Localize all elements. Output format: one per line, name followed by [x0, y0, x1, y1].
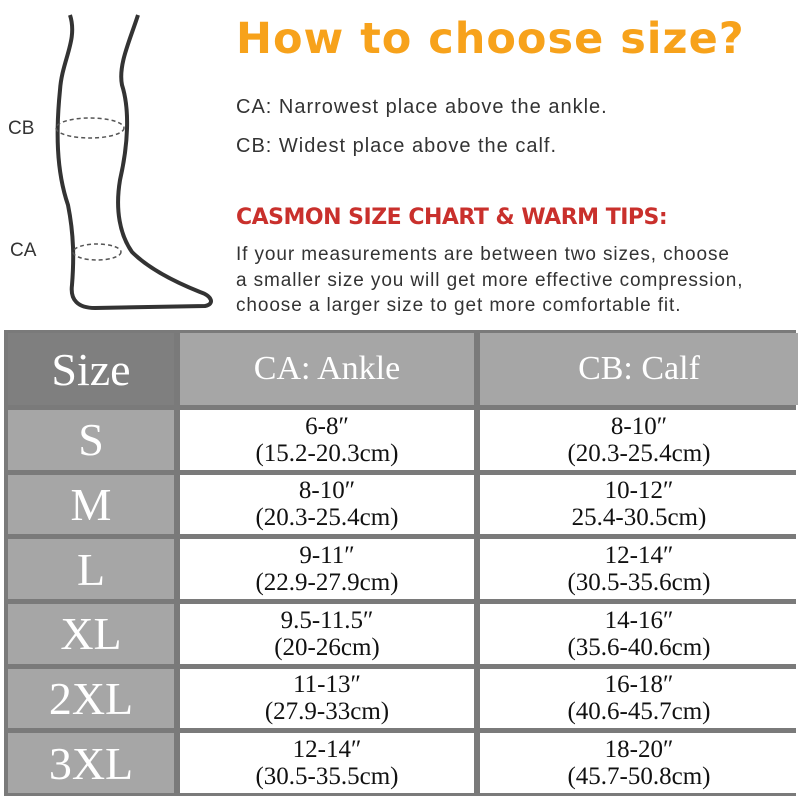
- ankle-cell: 8-10″ (20.3-25.4cm): [180, 474, 474, 535]
- ankle-cm: (20-26cm): [274, 633, 380, 661]
- ankle-inches: 11-13″: [293, 671, 361, 699]
- ankle-cell: 12-14″ (30.5-35.5cm): [180, 733, 474, 793]
- size-cell: XL: [8, 604, 174, 664]
- calf-inches: 12-14″: [604, 542, 674, 570]
- leg-outline: [55, 14, 213, 311]
- ankle-cm: (27.9-33cm): [264, 698, 390, 726]
- calf-cell: 18-20″ (45.7-50.8cm): [480, 733, 798, 793]
- calf-cell: 16-18″ (40.6-45.7cm): [480, 668, 798, 729]
- ankle-cell: 11-13″ (27.9-33cm): [180, 668, 474, 729]
- ankle-cm: (20.3-25.4cm): [255, 504, 399, 532]
- calf-cell: 14-16″ (35.6-40.6cm): [480, 604, 798, 664]
- calf-inches: 14-16″: [604, 606, 674, 634]
- calf-cm: (30.5-35.6cm): [567, 569, 711, 597]
- ankle-cell: 9.5-11.5″ (20-26cm): [180, 604, 474, 664]
- tip-line: If your measurements are between two siz…: [236, 244, 730, 265]
- calf-inches: 8-10″: [610, 412, 668, 440]
- header-size: Size: [8, 333, 174, 405]
- cb-definition: CB: Widest place above the calf.: [236, 135, 558, 157]
- ca-definition: CA: Narrowest place above the ankle.: [236, 96, 608, 118]
- ankle-cm: (30.5-35.5cm): [255, 763, 399, 791]
- ankle-inches: 9.5-11.5″: [280, 606, 374, 634]
- ankle-cm: (15.2-20.3cm): [255, 439, 399, 467]
- tips-heading: CASMON SIZE CHART & WARM TIPS:: [236, 205, 668, 230]
- calf-cm: (45.7-50.8cm): [567, 763, 711, 791]
- tip-line: choose a larger size to get more comfort…: [236, 295, 682, 316]
- calf-cell: 12-14″ (30.5-35.6cm): [480, 539, 798, 599]
- size-cell: 2XL: [8, 668, 174, 729]
- ankle-cell: 9-11″ (22.9-27.9cm): [180, 539, 474, 599]
- calf-inches: 18-20″: [604, 736, 674, 764]
- size-cell: M: [8, 474, 174, 535]
- calf-cm: (35.6-40.6cm): [567, 633, 711, 661]
- calf-cm: 25.4-30.5cm): [571, 504, 707, 532]
- ca-measure-line: [72, 243, 122, 261]
- header-calf: CB: Calf: [480, 333, 798, 405]
- tip-line: a smaller size you will get more effecti…: [236, 270, 744, 291]
- calf-cm: (20.3-25.4cm): [567, 439, 711, 467]
- size-table: Size CA: Ankle CB: Calf S 6-8″ (15.2-20.3c…: [4, 330, 798, 796]
- cb-label: CB: [8, 118, 35, 139]
- calf-cell: 8-10″ (20.3-25.4cm): [480, 410, 798, 470]
- ca-label: CA: [10, 240, 37, 261]
- ankle-inches: 8-10″: [298, 477, 356, 505]
- ankle-cell: 6-8″ (15.2-20.3cm): [180, 410, 474, 470]
- header-ankle: CA: Ankle: [180, 333, 474, 405]
- size-cell: S: [8, 410, 174, 470]
- size-cell: 3XL: [8, 733, 174, 793]
- size-cell: L: [8, 539, 174, 599]
- calf-cm: (40.6-45.7cm): [567, 698, 711, 726]
- ankle-inches: 9-11″: [299, 542, 355, 570]
- ankle-inches: 12-14″: [292, 736, 362, 764]
- ankle-inches: 6-8″: [305, 412, 349, 440]
- calf-cell: 10-12″ 25.4-30.5cm): [480, 474, 798, 535]
- calf-inches: 16-18″: [604, 671, 674, 699]
- leg-diagram: [55, 14, 213, 311]
- cb-measure-line: [55, 117, 125, 139]
- ankle-cm: (22.9-27.9cm): [255, 569, 399, 597]
- page-title: How to choose size?: [236, 14, 745, 64]
- calf-inches: 10-12″: [604, 477, 674, 505]
